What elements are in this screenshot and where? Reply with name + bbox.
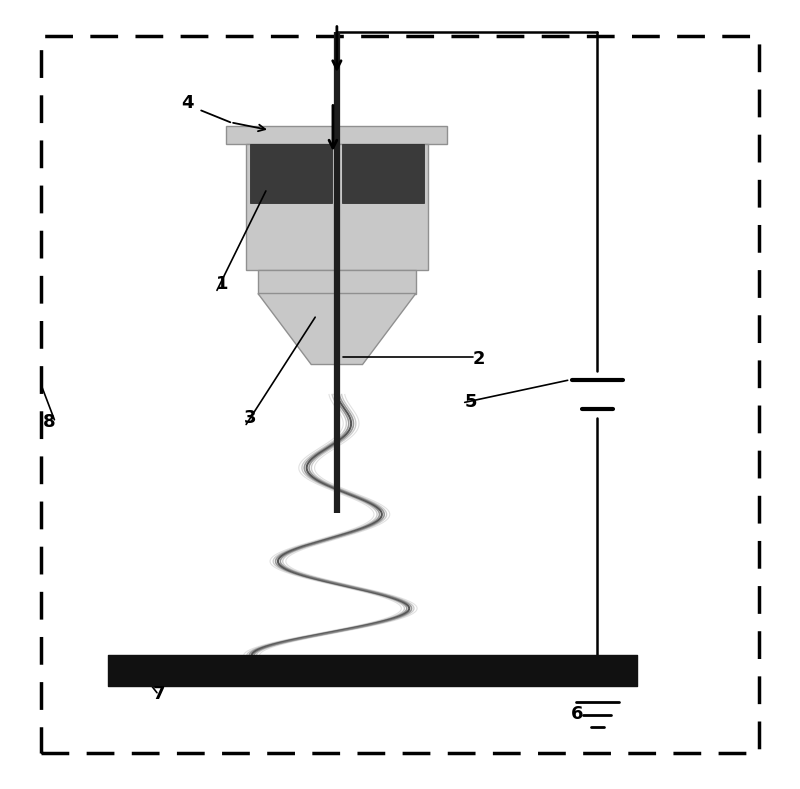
Text: 3: 3 [244,409,256,427]
Polygon shape [258,270,416,294]
Text: 8: 8 [42,413,55,431]
Polygon shape [246,144,428,270]
Text: 2: 2 [473,350,485,368]
Text: 7: 7 [153,686,166,703]
Text: 1: 1 [216,275,229,293]
Text: 4: 4 [181,94,194,111]
Text: 6: 6 [571,705,584,723]
Polygon shape [342,144,424,203]
Text: 5: 5 [465,394,478,411]
Polygon shape [250,144,332,203]
Polygon shape [258,294,416,365]
Polygon shape [226,126,447,144]
